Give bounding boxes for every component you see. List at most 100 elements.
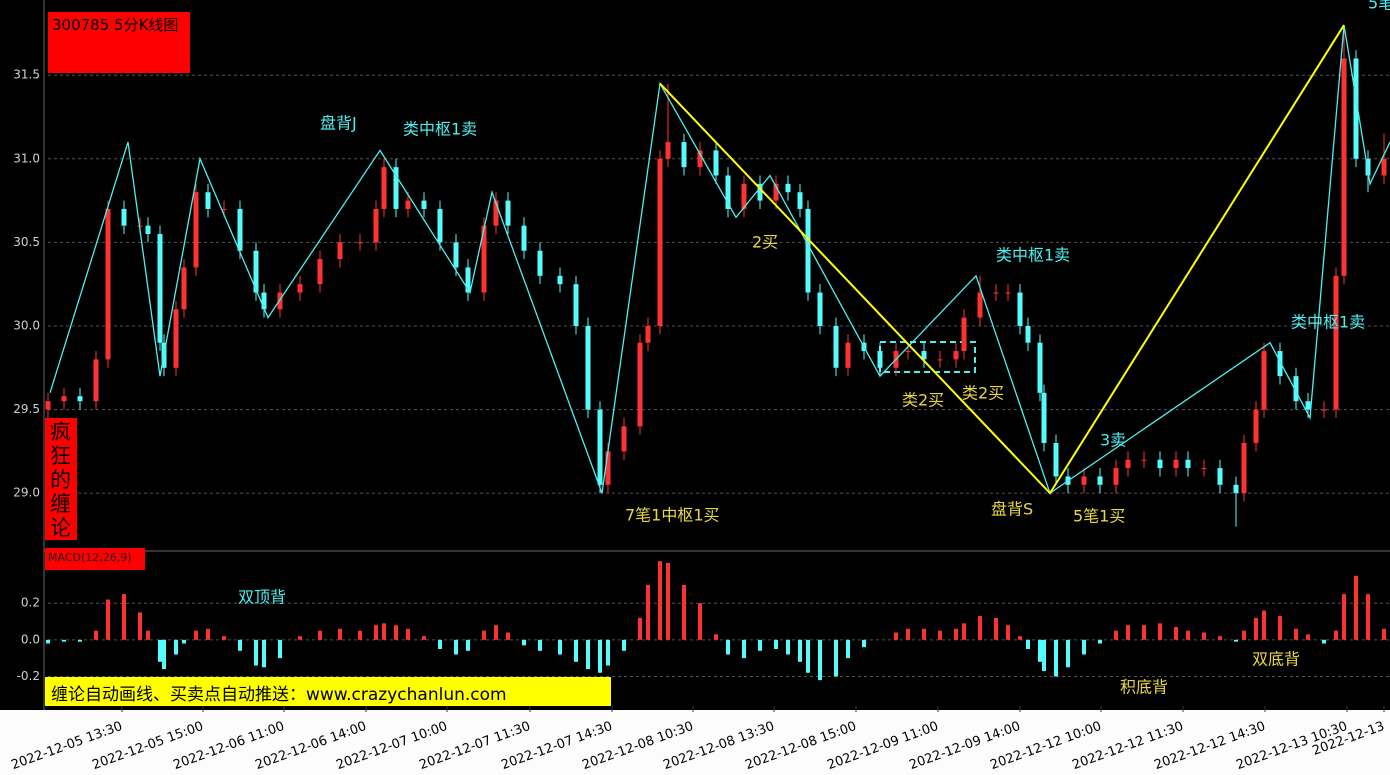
candle-body: [1341, 58, 1347, 276]
candle-body: [665, 142, 671, 159]
candle-body: [1217, 468, 1223, 485]
macd-bar: [122, 594, 126, 640]
candle-body: [421, 200, 427, 209]
candle-body: [697, 150, 703, 168]
annotation: 类中枢1卖: [996, 246, 1070, 265]
macd-bar: [1006, 625, 1010, 640]
macd-bar: [622, 639, 626, 651]
macd-bar: [162, 639, 166, 670]
macd-bar: [1186, 630, 1190, 640]
candle-body: [621, 426, 627, 452]
macd-bar: [206, 628, 210, 640]
macd-bar: [506, 632, 510, 640]
candle-body: [681, 142, 687, 168]
candle-body: [797, 192, 803, 209]
annotation: 盘背S: [991, 500, 1033, 519]
annotation: 类2买: [902, 391, 944, 410]
macd-bar: [1082, 639, 1086, 655]
candle-body: [833, 325, 839, 368]
candle-body: [77, 396, 83, 402]
macd-bar: [466, 639, 470, 651]
macd-bar: [978, 616, 982, 640]
macd-bar: [1382, 628, 1386, 640]
y-tick-label: 30.0: [13, 318, 40, 332]
candle-body: [1201, 468, 1207, 470]
candle-body: [905, 351, 911, 353]
candle-body: [1005, 292, 1011, 294]
macd-bar: [94, 630, 98, 640]
macd-bar: [574, 639, 578, 662]
y-tick-label: 0.2: [21, 596, 40, 610]
y-tick-label: 31.0: [13, 151, 40, 165]
candle-body: [481, 225, 487, 293]
macd-bar: [394, 625, 398, 640]
macd-bar: [1174, 627, 1178, 640]
macd-bar: [222, 636, 226, 640]
candle-body: [221, 208, 227, 210]
macd-bar: [374, 625, 378, 640]
watermark: 疯狂的缠论: [45, 418, 77, 540]
candle-body: [1097, 476, 1103, 485]
candle-body: [573, 284, 579, 326]
candle-body: [317, 259, 323, 285]
candle-body: [1277, 351, 1283, 377]
macd-bar: [1202, 632, 1206, 640]
macd-bar: [78, 639, 82, 642]
candle-body: [505, 200, 511, 226]
candle-body: [493, 200, 499, 226]
candle-body: [277, 292, 283, 310]
y-tick-label: 29.5: [13, 402, 40, 416]
candle-body: [585, 325, 591, 410]
candle-body: [373, 208, 379, 243]
annotation: 3卖: [1100, 431, 1126, 450]
macd-bar: [1054, 639, 1058, 677]
macd-bar: [182, 639, 186, 644]
annotation: 盘背J: [320, 114, 357, 133]
candle-body: [961, 317, 967, 352]
macd-bar: [1354, 575, 1358, 640]
candle-body: [557, 275, 563, 285]
macd-bar: [438, 639, 442, 649]
macd-bar: [798, 639, 802, 662]
annotation: 5笔: [1368, 0, 1390, 13]
macd-bar: [834, 639, 838, 677]
candle-body: [741, 183, 747, 209]
macd-bar: [726, 639, 730, 655]
candle-body: [605, 451, 611, 485]
macd-bar: [538, 639, 542, 651]
annotation: 7笔1中枢1买: [625, 506, 720, 525]
macd-bar: [922, 628, 926, 640]
candle-body: [757, 183, 763, 201]
candle-body: [713, 150, 719, 176]
macd-bar: [482, 630, 486, 640]
macd-bar: [846, 639, 850, 659]
macd-bar: [1262, 610, 1266, 640]
macd-bar: [106, 599, 110, 640]
candle-body: [1141, 459, 1147, 461]
candle-body: [1017, 292, 1023, 326]
macd-bar: [818, 639, 822, 681]
macd-bar: [806, 639, 810, 673]
macd-bar: [62, 639, 66, 642]
macd-bar: [994, 617, 998, 640]
macd-bar: [358, 630, 362, 640]
annotation: 类中枢1卖: [1291, 313, 1365, 332]
macd-bar: [742, 639, 746, 659]
candle-body: [1365, 158, 1371, 176]
macd-bar: [1126, 625, 1130, 640]
macd-bar: [1278, 616, 1282, 640]
candle-body: [1125, 459, 1131, 469]
y-tick-label: 30.5: [13, 235, 40, 249]
macd-bar: [1234, 639, 1238, 642]
annotation: 积底背: [1120, 678, 1168, 697]
macd-bar: [318, 630, 322, 640]
macd-bar: [1066, 639, 1070, 668]
macd-bar: [1038, 639, 1042, 662]
candle-body: [297, 284, 303, 293]
macd-bar: [1242, 630, 1246, 640]
candle-body: [405, 200, 411, 209]
candle-body: [1305, 401, 1311, 410]
macd-bar: [954, 628, 958, 640]
stroke-line: [49, 24, 1390, 495]
